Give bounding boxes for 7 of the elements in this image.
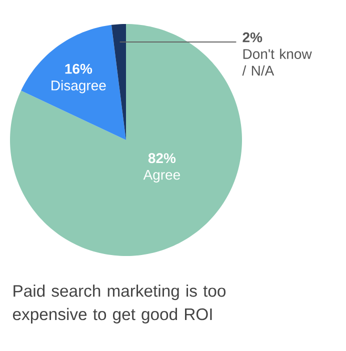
- slice-label: Don't know / N/A: [242, 48, 312, 76]
- data-label: 2%: [242, 32, 262, 42]
- slice-label: Agree: [143, 170, 180, 183]
- slice-label: Disagree: [52, 80, 106, 94]
- data-label: 82%: [148, 153, 176, 164]
- data-label: 16%: [65, 64, 92, 74]
- text: Paid search marketing is too expensive to get good ROI: [12, 284, 226, 324]
